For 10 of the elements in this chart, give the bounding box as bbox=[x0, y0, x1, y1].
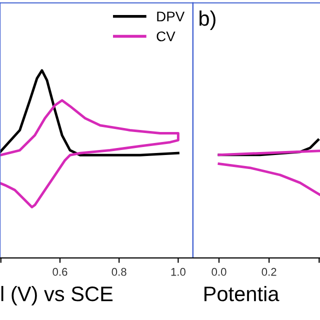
x-tick-label: 1.0 bbox=[171, 268, 186, 276]
x-tick-label: 0.2 bbox=[262, 268, 276, 276]
chart-title: b) bbox=[200, 10, 216, 30]
x-tick-label: 0.8 bbox=[112, 268, 126, 276]
legend-label: CV bbox=[156, 31, 176, 42]
x-tick-label: 0.6 bbox=[52, 268, 68, 276]
legend-label: DPV bbox=[157, 12, 185, 22]
x-axis-title: Potentia bbox=[204, 286, 280, 302]
x-tick-label: 0.0 bbox=[212, 268, 226, 276]
x-axis-title: l (V) vs SCE bbox=[1, 286, 113, 306]
